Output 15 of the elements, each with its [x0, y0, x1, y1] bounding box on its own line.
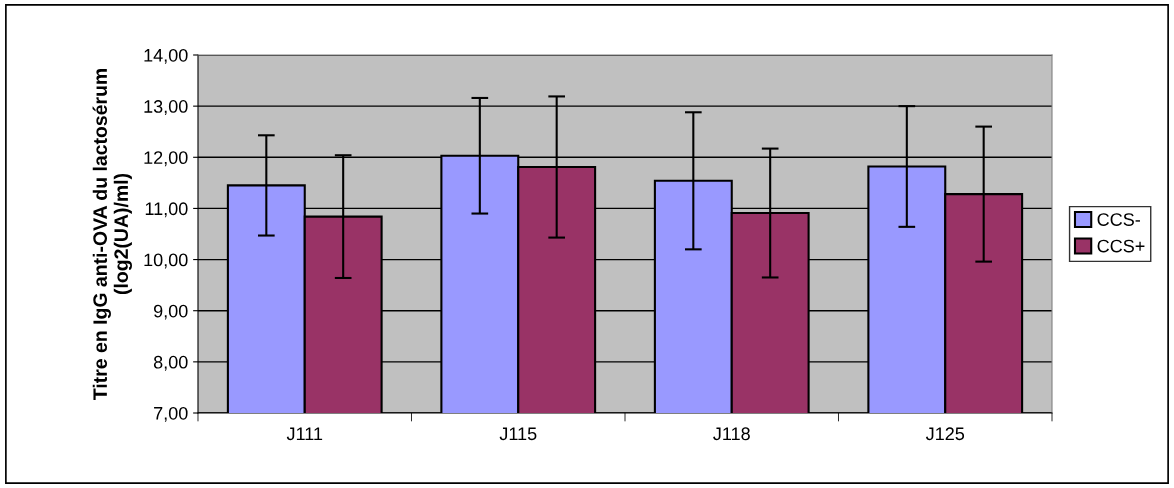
- y-tick-label: 7,00: [154, 406, 188, 422]
- y-tick-label: 9,00: [153, 304, 188, 320]
- y-axis-title: Titre en IgG anti-OVA du lactosérum (log2(UA)/ml): [92, 68, 132, 400]
- x-tick-label: J111: [286, 427, 323, 441]
- x-tick-label: J118: [713, 427, 750, 441]
- x-tick-label: J115: [499, 427, 537, 441]
- y-tick-label: 10,00: [144, 253, 188, 269]
- legend-label: CCS-: [1097, 213, 1140, 226]
- y-tick-label: 8,00: [153, 355, 188, 371]
- y-tick-label: 13,00: [144, 100, 188, 115]
- y-tick-label: 12,00: [144, 151, 188, 167]
- y-tick-label: 11,00: [145, 202, 188, 218]
- y-tick-label: 14,00: [144, 48, 188, 64]
- legend-label: CCS+: [1097, 239, 1145, 253]
- x-tick-label: J125: [925, 427, 965, 441]
